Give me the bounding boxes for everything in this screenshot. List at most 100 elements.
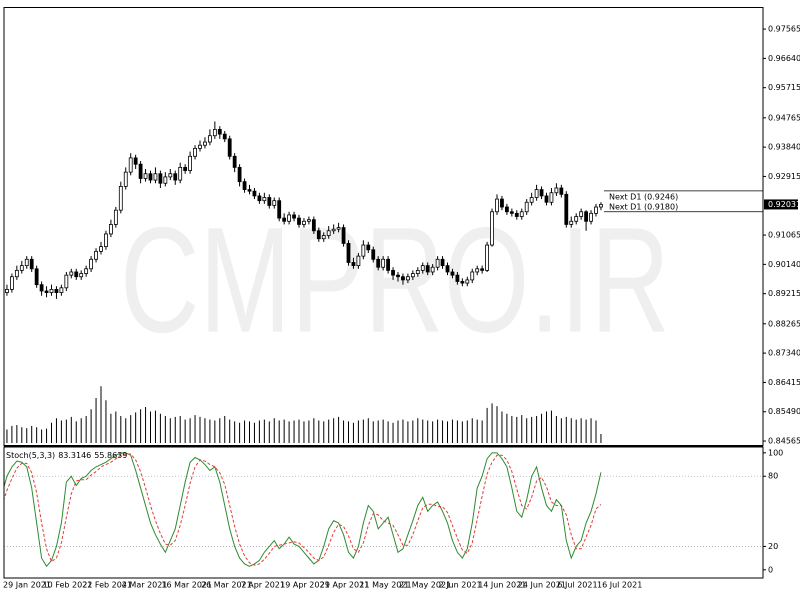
candle-body: [267, 197, 272, 206]
candle-body: [524, 201, 529, 213]
y-tick-label: 0.90140: [768, 260, 800, 269]
x-tick-label: 2 Jun 2021: [439, 581, 482, 590]
x-tick-label: 26 Mar 2021: [201, 581, 252, 590]
candle-body: [173, 173, 178, 181]
candle-body: [183, 166, 188, 171]
candle-body: [237, 166, 242, 183]
y-tick-label: 0.95715: [768, 83, 800, 92]
candle-body: [257, 195, 262, 202]
candle-body: [232, 155, 237, 168]
candle-body: [529, 197, 534, 203]
candle-body: [420, 265, 425, 271]
candle-body: [94, 250, 98, 260]
candle-body: [69, 271, 74, 276]
last-price-label: 0.92031: [768, 200, 800, 209]
candle-body: [74, 271, 79, 278]
candle-body: [212, 128, 217, 137]
candle-body: [341, 227, 346, 244]
candle-body: [118, 186, 123, 211]
candle-body: [292, 214, 296, 219]
candle-body: [326, 230, 331, 236]
candle-body: [346, 243, 351, 263]
y-tick-label: 0.87340: [768, 349, 800, 358]
x-tick-label: 22 Feb 2021: [82, 581, 132, 590]
candle-body: [272, 200, 277, 206]
candle-body: [490, 211, 494, 246]
candle-body: [287, 214, 292, 222]
y-tick-label: 0.92915: [768, 172, 800, 181]
candle-body: [217, 128, 222, 135]
candle-body: [480, 268, 485, 271]
candle-body: [569, 220, 574, 225]
candle-body: [54, 289, 59, 293]
candle-body: [386, 258, 391, 271]
y-tick-label: 0.97565: [768, 25, 800, 34]
candle-body: [59, 287, 64, 293]
y-tick-label: 0.85490: [768, 407, 800, 416]
candle-body: [549, 192, 554, 203]
candle-body: [331, 228, 336, 232]
candle-body: [534, 189, 539, 198]
x-tick-label: 7 Apr 2021: [241, 581, 285, 590]
candle-body: [9, 276, 14, 290]
candle-body: [198, 144, 202, 149]
candle-body: [425, 265, 430, 273]
x-tick-label: 19 Apr 2021: [280, 581, 329, 590]
candle-body: [277, 200, 282, 219]
candle-body: [89, 258, 93, 270]
candle-body: [242, 181, 247, 190]
candle-body: [594, 206, 598, 214]
candle-body: [252, 190, 257, 197]
candle-body: [539, 189, 544, 197]
candle-body: [24, 258, 29, 267]
candle-body: [148, 173, 153, 181]
candle-body: [405, 276, 410, 281]
candle-body: [193, 147, 197, 157]
candle-body: [5, 289, 9, 293]
indicator-y-tick-label: 100: [768, 448, 783, 457]
candle-body: [519, 211, 524, 217]
candle-body: [128, 157, 133, 173]
candle-body: [440, 258, 445, 267]
indicator-y-tick-label: 20: [768, 542, 778, 551]
candle-body: [227, 138, 232, 157]
y-tick-label: 0.86415: [768, 378, 800, 387]
candle-body: [247, 189, 252, 192]
candle-body: [14, 269, 19, 278]
candle-body: [168, 173, 173, 178]
x-tick-label: 16 Jul 2021: [597, 581, 642, 590]
y-tick-label: 0.84565: [768, 437, 800, 446]
candle-body: [460, 281, 465, 284]
candle-body: [29, 258, 34, 270]
candle-body: [500, 198, 504, 208]
level-label: Next D1 (0.9246): [609, 192, 678, 201]
candle-body: [544, 195, 549, 203]
indicator-pane-frame: [3, 446, 764, 579]
axes: 0.97565 0.96640 0.95715 0.94765 0.93840 0.929…: [3, 25, 800, 590]
y-tick-label: 0.88265: [768, 319, 800, 328]
candle-body: [153, 173, 158, 181]
candle-body: [445, 265, 450, 273]
candle-body: [321, 235, 326, 240]
candle-body: [282, 217, 287, 222]
candle-body: [584, 211, 588, 222]
x-tick-label: 4 Mar 2021: [122, 581, 168, 590]
candle-body: [188, 155, 193, 171]
candle-body: [163, 176, 168, 184]
candle-body: [133, 157, 138, 165]
candle-body: [351, 262, 356, 267]
candle-body: [430, 266, 435, 273]
candle-body: [435, 258, 440, 268]
x-tick-label: 11 May 2021: [359, 581, 411, 590]
x-tick-label: 24 Jun 2021: [518, 581, 566, 590]
watermark: CMPRO.IR: [120, 196, 670, 364]
candle-body: [316, 230, 321, 240]
candle-body: [509, 211, 514, 214]
candle-body: [123, 171, 128, 187]
candle-body: [39, 284, 44, 292]
candle-body: [589, 212, 593, 222]
candle-body: [475, 268, 480, 273]
candle-body: [391, 269, 395, 276]
x-tick-label: 16 Mar 2021: [161, 581, 212, 590]
candle-body: [306, 219, 311, 222]
